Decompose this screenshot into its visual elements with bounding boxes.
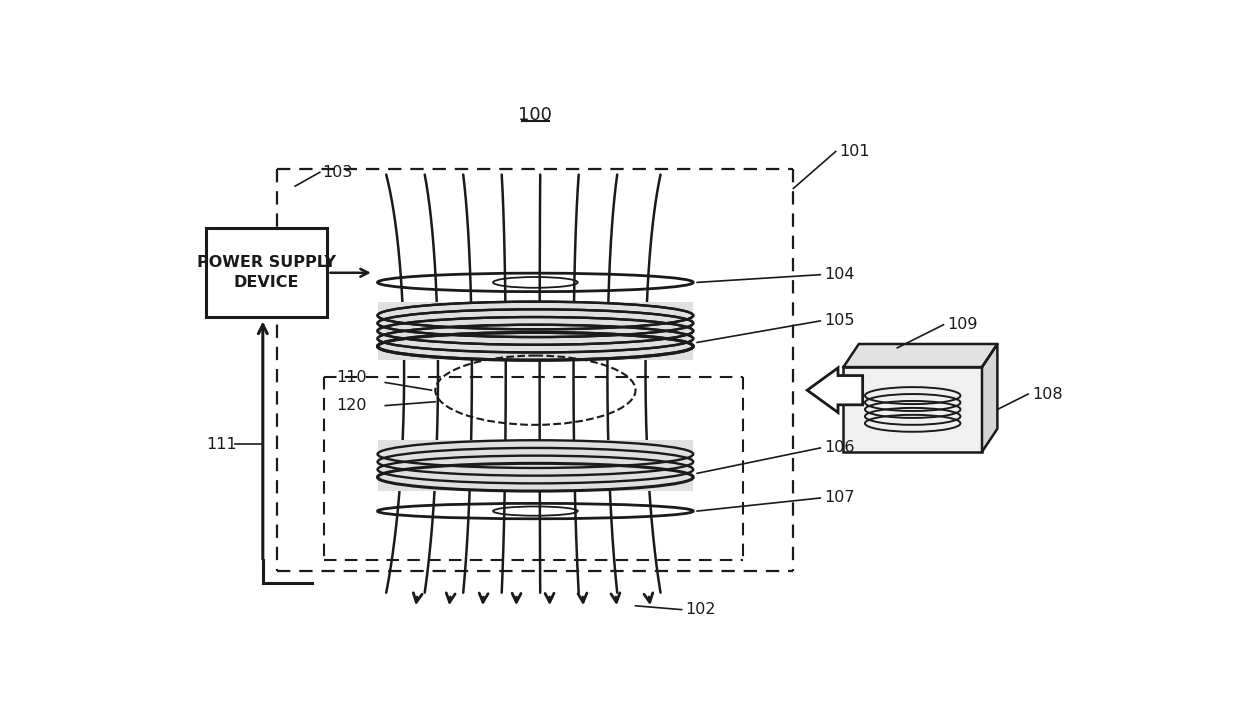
Text: 105: 105 — [825, 313, 854, 328]
Text: 106: 106 — [825, 440, 854, 455]
Bar — [377, 302, 693, 360]
Bar — [206, 229, 327, 317]
Text: 107: 107 — [825, 490, 854, 505]
Text: 104: 104 — [825, 267, 854, 282]
FancyArrow shape — [807, 368, 863, 412]
Text: 108: 108 — [1032, 386, 1063, 402]
Text: 109: 109 — [947, 317, 978, 332]
Polygon shape — [843, 344, 997, 367]
Polygon shape — [982, 344, 997, 452]
Text: 101: 101 — [839, 144, 870, 159]
Text: 120: 120 — [337, 398, 367, 413]
Text: 100: 100 — [518, 106, 552, 124]
Text: 103: 103 — [322, 165, 352, 180]
Text: POWER SUPPLY
DEVICE: POWER SUPPLY DEVICE — [197, 255, 336, 290]
Bar — [377, 440, 693, 491]
Bar — [843, 367, 982, 452]
Text: 111: 111 — [206, 437, 237, 452]
Text: 102: 102 — [686, 602, 715, 617]
Text: 110: 110 — [337, 369, 367, 384]
